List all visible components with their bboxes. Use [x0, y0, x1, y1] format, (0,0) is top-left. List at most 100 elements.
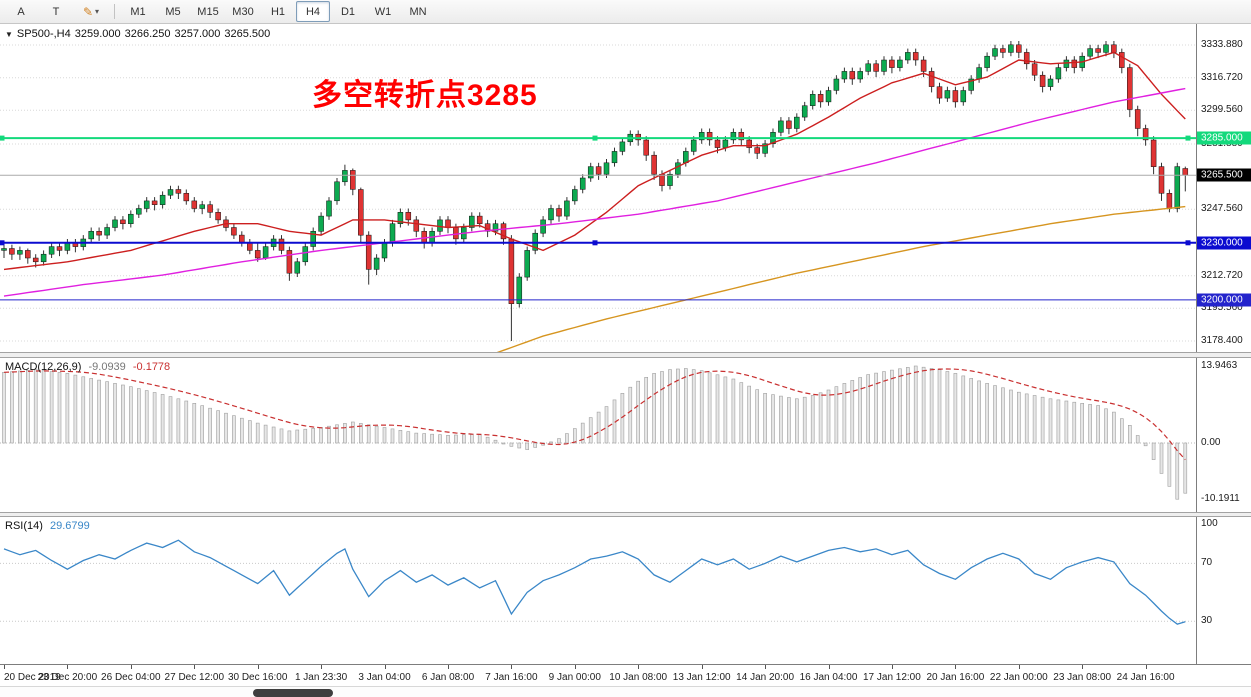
- macd-label: MACD(12,26,9) -9.0939 -0.1778: [5, 361, 170, 373]
- timeframe-button-h1[interactable]: H1: [270, 5, 286, 18]
- collapse-chart-icon[interactable]: ▼: [5, 30, 13, 39]
- arrow-tool-button[interactable]: A: [17, 5, 25, 18]
- candle: [88, 227, 94, 243]
- price-axis[interactable]: 3333.8803316.7203299.5603281.8803247.560…: [1196, 24, 1251, 352]
- price-chart-area[interactable]: ▼ SP500-,H4 3259.000 3266.250 3257.000 3265.5…: [0, 24, 1196, 352]
- candle: [48, 242, 55, 258]
- macd-histogram-bar: [1048, 398, 1053, 444]
- macd-histogram-bar: [255, 422, 260, 444]
- candle: [595, 162, 602, 180]
- candle: [762, 140, 768, 158]
- macd-chart-area[interactable]: MACD(12,26,9) -9.0939 -0.1778: [0, 358, 1196, 512]
- macd-histogram-bar: [469, 434, 474, 444]
- ma-fast-line: [3, 51, 1186, 271]
- macd-histogram-bar: [771, 394, 775, 444]
- macd-histogram-bar: [501, 442, 506, 445]
- macd-histogram-bar: [937, 369, 942, 444]
- candle: [294, 258, 301, 277]
- time-axis[interactable]: 20 Dec 2019 23 Dec 20:00 26 Dec 04:00 27 De…: [0, 664, 1251, 686]
- panel-splitter[interactable]: [0, 352, 1251, 358]
- price-panel: ▼ SP500-,H4 3259.000 3266.250 3257.000 3265.5…: [0, 24, 1251, 352]
- candle: [437, 216, 443, 236]
- macd-histogram-bar: [834, 386, 839, 444]
- line-handle[interactable]: [592, 240, 598, 246]
- time-axis-label: 23 Dec 20:00: [37, 672, 98, 683]
- rsi-axis[interactable]: 100 70 30: [1196, 517, 1251, 664]
- candle: [286, 246, 293, 281]
- timeframe-button-mn[interactable]: MN: [409, 5, 427, 18]
- macd-histogram-bar: [652, 373, 656, 444]
- macd-histogram-bar: [818, 392, 823, 444]
- timeframe-button-h4[interactable]: H4: [296, 1, 330, 22]
- macd-histogram-bar: [913, 365, 918, 444]
- panel-splitter[interactable]: [0, 512, 1251, 517]
- candle: [912, 48, 919, 66]
- chart-text-annotation[interactable]: 多空转折点3285: [312, 79, 538, 112]
- macd-chart-svg: [0, 365, 1196, 500]
- candle: [96, 227, 102, 241]
- macd-histogram-bar: [57, 372, 62, 444]
- timeframe-button-w1[interactable]: W1: [374, 5, 392, 18]
- candle: [120, 216, 126, 230]
- text-tool-button[interactable]: T: [52, 5, 60, 18]
- timeframe-button-m15[interactable]: M15: [197, 5, 219, 18]
- candle: [1095, 44, 1101, 59]
- candle: [1039, 71, 1046, 93]
- candle: [881, 56, 887, 76]
- candle: [698, 128, 705, 144]
- time-axis-label: 27 Dec 12:00: [164, 672, 225, 683]
- macd-histogram-bar: [1009, 389, 1013, 444]
- macd-histogram-bar: [461, 434, 466, 444]
- macd-histogram-bar: [382, 427, 387, 444]
- price-axis-label: 3212.720: [1201, 269, 1243, 281]
- macd-axis[interactable]: 13.9463 0.00 -10.1911: [1196, 358, 1251, 512]
- line-handle[interactable]: [0, 135, 5, 141]
- horizontal-scrollbar-thumb[interactable]: [253, 689, 333, 697]
- macd-histogram-bar: [33, 369, 38, 444]
- macd-histogram-bar: [311, 428, 316, 444]
- timeframe-button-m30[interactable]: M30: [232, 5, 254, 18]
- toolbar-separator: [114, 4, 115, 19]
- macd-histogram-bar: [866, 374, 871, 444]
- line-handle[interactable]: [1185, 135, 1191, 141]
- candle: [334, 178, 340, 205]
- candle: [159, 191, 166, 209]
- candle: [104, 223, 110, 239]
- line-handle[interactable]: [592, 135, 598, 141]
- line-handle[interactable]: [0, 240, 5, 246]
- macd-histogram-bar: [1120, 418, 1124, 444]
- macd-histogram-bar: [398, 430, 403, 444]
- timeframe-button-d1[interactable]: D1: [340, 5, 356, 18]
- candle: [873, 60, 879, 78]
- macd-histogram-bar: [850, 380, 855, 444]
- candle: [928, 67, 935, 93]
- macd-histogram-bar: [517, 442, 522, 449]
- macd-histogram-bar: [263, 424, 268, 444]
- time-axis-label: 10 Jan 08:00: [609, 672, 668, 683]
- macd-histogram-bar: [1104, 408, 1108, 444]
- time-tick: [321, 665, 323, 669]
- line-handle[interactable]: [1185, 240, 1191, 246]
- candle: [984, 52, 990, 72]
- time-axis-label: 30 Dec 16:00: [227, 672, 288, 683]
- macd-histogram-bar: [858, 377, 863, 444]
- macd-histogram-bar: [1088, 404, 1092, 444]
- macd-histogram-bar: [628, 386, 633, 444]
- time-tick: [67, 665, 69, 669]
- time-tick: [891, 665, 893, 669]
- macd-histogram-bar: [224, 412, 228, 444]
- draw-tool-button[interactable]: ✎ ▾: [74, 1, 108, 22]
- macd-histogram-bar: [430, 433, 434, 444]
- timeframe-button-m5[interactable]: M5: [165, 5, 181, 18]
- candle: [365, 231, 372, 285]
- macd-histogram-bar: [1016, 391, 1021, 444]
- rsi-chart-area[interactable]: RSI(14) 29.6799: [0, 517, 1196, 664]
- timeframe-button-m1[interactable]: M1: [130, 5, 146, 18]
- macd-histogram-bar: [366, 424, 371, 444]
- rsi-label: RSI(14) 29.6799: [5, 520, 90, 532]
- chart-window: ▼ SP500-,H4 3259.000 3266.250 3257.000 3265.5…: [0, 24, 1251, 697]
- macd-histogram-bar: [216, 410, 220, 444]
- candle: [540, 216, 546, 238]
- candle: [1087, 44, 1093, 60]
- candle: [1023, 48, 1030, 70]
